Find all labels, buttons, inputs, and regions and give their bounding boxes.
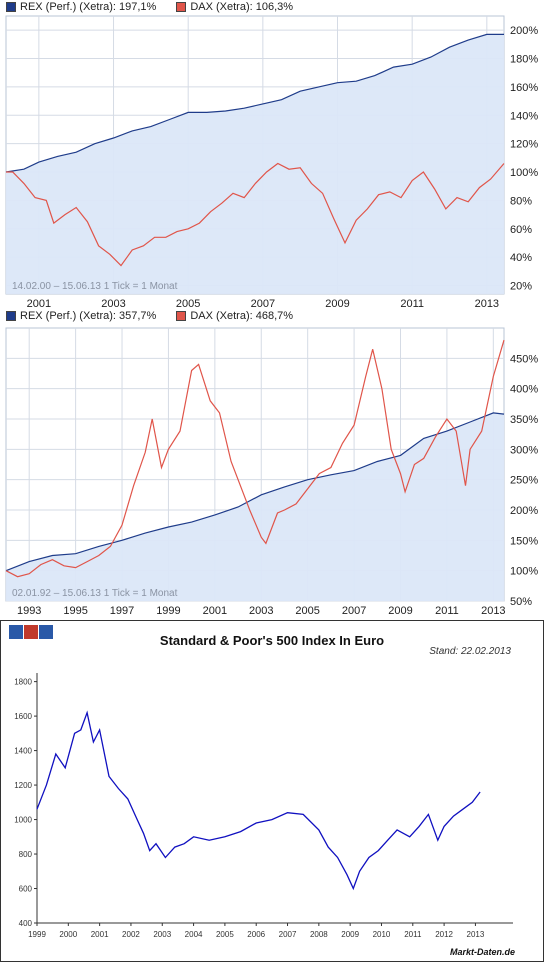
y-tick-label-3: 600 xyxy=(19,885,33,894)
y-tick-label-3: 1400 xyxy=(14,747,32,756)
chart-title-3: Standard & Poor's 500 Index In Euro xyxy=(160,633,384,648)
y-tick-label-1: 80% xyxy=(510,195,532,207)
x-tick-label-1: 2007 xyxy=(251,298,275,310)
date-range-label-1: 14.02.00 – 15.06.13 1 Tick = 1 Monat xyxy=(12,281,178,292)
legend-swatch-dax-2 xyxy=(176,311,187,321)
legend-item-rex-1: REX (Perf.) (Xetra): 197,1% xyxy=(6,1,156,13)
x-tick-label-3: 2005 xyxy=(216,930,234,939)
y-tick-label-2: 350% xyxy=(510,414,538,426)
legend-label-rex-2: REX (Perf.) (Xetra): 357,7% xyxy=(20,310,157,322)
legend-swatch-rex-1 xyxy=(6,2,16,12)
x-tick-label-3: 2009 xyxy=(341,930,359,939)
x-tick-label-1: 2011 xyxy=(400,298,424,310)
y-tick-label-1: 60% xyxy=(510,224,532,236)
date-range-label-2: 02.01.92 – 15.06.13 1 Tick = 1 Monat xyxy=(12,588,178,599)
chart-panel-2: REX (Perf.) (Xetra): 357,7% DAX (Xetra):… xyxy=(0,308,548,618)
y-tick-label-1: 100% xyxy=(510,167,538,179)
y-tick-label-1: 160% xyxy=(510,82,538,94)
x-tick-label-3: 1999 xyxy=(28,930,46,939)
x-tick-label-3: 2003 xyxy=(153,930,171,939)
stand-label-3: Stand: 22.02.2013 xyxy=(429,646,511,657)
legend-label-dax-2: DAX (Xetra): 468,7% xyxy=(190,310,294,322)
x-tick-label-2: 2011 xyxy=(435,605,459,617)
x-tick-label-2: 2003 xyxy=(249,605,273,617)
y-tick-label-1: 140% xyxy=(510,110,538,122)
x-tick-label-3: 2011 xyxy=(404,930,422,939)
x-tick-label-2: 1997 xyxy=(110,605,134,617)
x-tick-label-2: 2001 xyxy=(203,605,227,617)
x-tick-label-1: 2001 xyxy=(27,298,51,310)
chart-2-svg: 50% 100% 150% 200% 250% 300% 350% 400% 450% 1993 1… xyxy=(5,327,538,617)
series-line-1-0 xyxy=(5,33,504,173)
legend-item-dax-2: DAX (Xetra): 468,7% xyxy=(176,310,293,322)
x-tick-label-1: 2009 xyxy=(325,298,349,310)
series-line-1-1 xyxy=(6,162,505,267)
legend-swatch-dax-1 xyxy=(176,2,187,12)
x-tick-label-2: 2005 xyxy=(295,605,319,617)
x-tick-label-2: 2009 xyxy=(388,605,412,617)
series-area-1-0 xyxy=(6,34,504,295)
y-tick-label-3: 400 xyxy=(19,919,33,928)
y-tick-label-1: 180% xyxy=(510,54,538,66)
legend-1: REX (Perf.) (Xetra): 197,1% DAX (Xetra):… xyxy=(6,1,293,13)
y-tick-label-2: 300% xyxy=(510,444,538,456)
series-line-2-1 xyxy=(5,339,505,578)
series-line-2-0 xyxy=(5,412,505,572)
legend-item-rex-2: REX (Perf.) (Xetra): 357,7% xyxy=(6,310,156,322)
y-tick-label-2: 50% xyxy=(510,596,532,608)
y-tick-label-2: 200% xyxy=(510,505,538,517)
x-tick-label-3: 2000 xyxy=(59,930,77,939)
x-tick-label-3: 2012 xyxy=(435,930,453,939)
x-tick-label-1: 2013 xyxy=(475,298,499,310)
legend-item-dax-1: DAX (Xetra): 106,3% xyxy=(176,1,293,13)
x-tick-label-2: 1999 xyxy=(156,605,180,617)
y-tick-label-2: 250% xyxy=(510,475,538,487)
y-tick-label-1: 40% xyxy=(510,252,532,264)
y-tick-label-3: 1800 xyxy=(14,678,32,687)
site-logo-icon xyxy=(9,625,53,639)
y-tick-label-1: 120% xyxy=(510,139,538,151)
y-tick-label-3: 1600 xyxy=(14,712,32,721)
x-tick-label-3: 2013 xyxy=(467,930,485,939)
y-tick-label-2: 150% xyxy=(510,535,538,547)
footer-source-3: Markt-Daten.de xyxy=(450,947,515,957)
chart-panel-3: Standard & Poor's 500 Index In Euro Stand… xyxy=(0,620,544,962)
y-tick-label-1: 200% xyxy=(510,25,538,37)
series-area-2-0 xyxy=(6,412,504,601)
x-tick-label-1: 2005 xyxy=(176,298,200,310)
x-tick-label-3: 2010 xyxy=(373,930,391,939)
legend-2: REX (Perf.) (Xetra): 357,7% DAX (Xetra):… xyxy=(6,310,293,322)
chart-1-svg: 20% 40% 60% 80% 100% 120% 140% 160% 180% 200% 2001… xyxy=(5,15,538,310)
y-tick-label-2: 450% xyxy=(510,353,538,365)
x-tick-label-3: 2006 xyxy=(247,930,265,939)
x-tick-label-3: 2004 xyxy=(185,930,203,939)
legend-label-rex-1: REX (Perf.) (Xetra): 197,1% xyxy=(20,1,157,13)
y-tick-label-2: 400% xyxy=(510,384,538,396)
y-tick-label-1: 20% xyxy=(510,280,532,292)
legend-swatch-rex-2 xyxy=(6,311,16,321)
x-tick-label-1: 2003 xyxy=(101,298,125,310)
series-line-3-0 xyxy=(36,710,481,891)
x-tick-label-2: 1995 xyxy=(63,605,87,617)
x-tick-label-3: 2001 xyxy=(91,930,109,939)
chart-panel-1: REX (Perf.) (Xetra): 197,1% DAX (Xetra):… xyxy=(0,0,548,310)
y-tick-label-3: 1000 xyxy=(14,816,32,825)
x-tick-label-2: 2013 xyxy=(481,605,505,617)
x-tick-label-3: 2007 xyxy=(279,930,297,939)
x-tick-label-2: 2007 xyxy=(342,605,366,617)
y-tick-label-2: 100% xyxy=(510,566,538,578)
legend-label-dax-1: DAX (Xetra): 106,3% xyxy=(190,1,294,13)
x-tick-label-3: 2008 xyxy=(310,930,328,939)
y-tick-label-3: 800 xyxy=(19,850,33,859)
y-tick-label-3: 1200 xyxy=(14,781,32,790)
chart-3-svg: Standard & Poor's 500 Index In Euro Stand… xyxy=(14,633,515,957)
x-tick-label-3: 2002 xyxy=(122,930,140,939)
x-tick-label-2: 1993 xyxy=(17,605,41,617)
